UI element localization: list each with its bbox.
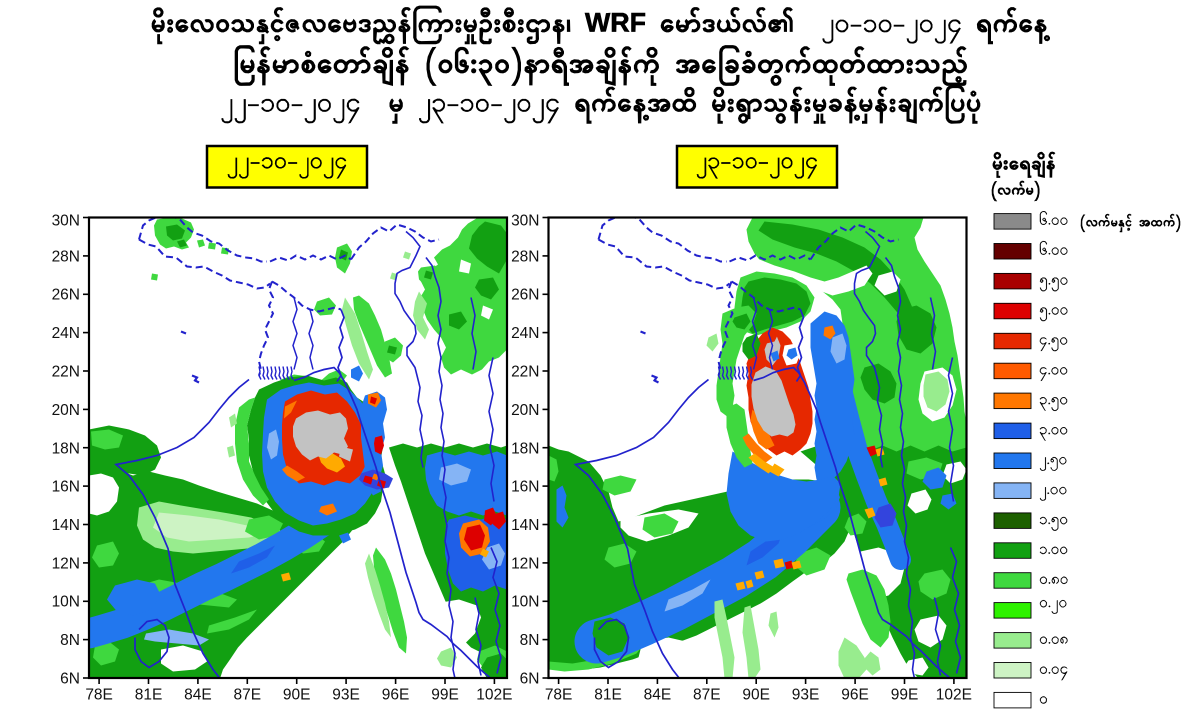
svg-text:22N: 22N <box>511 364 539 381</box>
svg-text:10N: 10N <box>511 594 539 611</box>
svg-text:12N: 12N <box>511 555 539 572</box>
svg-text:24N: 24N <box>52 325 80 342</box>
svg-text:24N: 24N <box>511 325 539 342</box>
svg-text:18N: 18N <box>52 440 80 457</box>
svg-text:30N: 30N <box>52 213 80 230</box>
svg-text:90E: 90E <box>283 687 311 704</box>
svg-text:87E: 87E <box>234 687 262 704</box>
svg-text:96E: 96E <box>841 687 869 704</box>
svg-text:8N: 8N <box>60 632 80 649</box>
svg-text:16N: 16N <box>52 479 80 496</box>
svg-text:6N: 6N <box>520 671 540 688</box>
svg-text:84E: 84E <box>184 687 212 704</box>
svg-text:93E: 93E <box>332 687 360 704</box>
svg-text:18N: 18N <box>511 440 539 457</box>
svg-text:12N: 12N <box>52 555 80 572</box>
svg-text:90E: 90E <box>742 687 770 704</box>
svg-text:99E: 99E <box>891 687 919 704</box>
svg-text:84E: 84E <box>644 687 672 704</box>
svg-text:14N: 14N <box>511 517 539 534</box>
svg-text:30N: 30N <box>511 213 539 230</box>
svg-text:93E: 93E <box>792 687 820 704</box>
svg-text:8N: 8N <box>520 632 540 649</box>
svg-text:102E: 102E <box>476 687 512 704</box>
svg-text:78E: 78E <box>85 687 113 704</box>
svg-text:96E: 96E <box>382 687 410 704</box>
svg-text:28N: 28N <box>511 248 539 265</box>
svg-text:6N: 6N <box>60 671 80 688</box>
svg-text:16N: 16N <box>511 479 539 496</box>
svg-text:26N: 26N <box>52 287 80 304</box>
svg-text:14N: 14N <box>52 517 80 534</box>
svg-text:81E: 81E <box>594 687 622 704</box>
svg-text:81E: 81E <box>135 687 163 704</box>
svg-text:28N: 28N <box>52 248 80 265</box>
svg-text:78E: 78E <box>545 687 573 704</box>
svg-text:20N: 20N <box>511 402 539 419</box>
svg-text:99E: 99E <box>431 687 459 704</box>
svg-text:22N: 22N <box>52 364 80 381</box>
svg-text:26N: 26N <box>511 287 539 304</box>
svg-text:10N: 10N <box>52 594 80 611</box>
svg-text:20N: 20N <box>52 402 80 419</box>
svg-text:87E: 87E <box>693 687 721 704</box>
svg-text:102E: 102E <box>936 687 972 704</box>
